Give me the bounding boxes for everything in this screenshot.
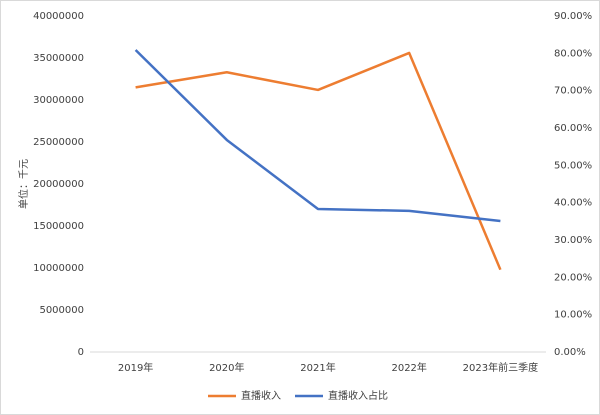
y2-tick-label: 50.00%: [554, 160, 592, 171]
x-tick-label: 2021年: [300, 361, 335, 374]
y-tick-label: 5000000: [39, 305, 84, 316]
y2-tick-label: 20.00%: [554, 272, 592, 283]
y-tick-label: 0: [78, 347, 84, 358]
y2-tick-label: 0.00%: [554, 347, 586, 358]
series-line: [135, 51, 502, 271]
y2-tick-label: 80.00%: [554, 48, 592, 59]
y2-tick-label: 10.00%: [554, 310, 592, 321]
y2-tick-label: 30.00%: [554, 235, 592, 246]
y2-tick-label: 40.00%: [554, 198, 592, 209]
y2-tick-label: 90.00%: [554, 11, 592, 22]
x-tick-label: 2022年: [391, 361, 426, 374]
x-tick-label: 2019年: [118, 361, 153, 374]
y-tick-label: 25000000: [33, 137, 84, 148]
y2-tick-label: 60.00%: [554, 123, 592, 134]
legend-label: 直播收入占比: [328, 389, 388, 402]
y-tick-label: 15000000: [33, 221, 84, 232]
y-tick-label: 30000000: [33, 95, 84, 106]
y2-tick-label: 70.00%: [554, 86, 592, 97]
y-axis-title: 单位：千元: [17, 159, 30, 209]
y-tick-label: 40000000: [33, 11, 84, 22]
legend-label: 直播收入: [241, 389, 281, 402]
y-tick-label: 35000000: [33, 53, 84, 64]
x-tick-label: 2020年: [209, 361, 244, 374]
series-line: [134, 49, 501, 223]
y-tick-label: 10000000: [33, 263, 84, 274]
x-tick-label: 2023年前三季度: [463, 361, 538, 374]
y-tick-label: 20000000: [33, 179, 84, 190]
